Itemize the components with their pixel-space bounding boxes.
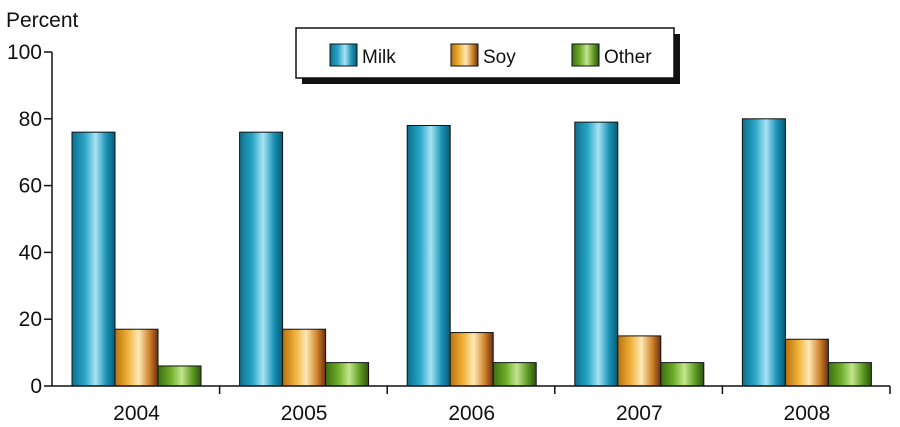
bar-soy-2004 [114, 328, 159, 387]
y-tick-label: 60 [19, 175, 42, 198]
bar-other-2007 [660, 362, 705, 387]
y-tick-label: 100 [7, 41, 42, 64]
x-tick-label: 2008 [784, 402, 831, 425]
x-tick-label: 2004 [113, 402, 160, 425]
legend: Milk Soy Other [295, 27, 680, 84]
y-tick-label: 0 [30, 375, 42, 398]
legend-swatch-other [571, 43, 600, 67]
x-tick-label: 2006 [448, 402, 495, 425]
bar-milk-2008 [741, 118, 786, 387]
bar-other-2005 [325, 362, 370, 387]
y-tick-label: 20 [19, 308, 42, 331]
legend-label-other: Other [604, 47, 652, 68]
bar-soy-2005 [282, 328, 327, 387]
bar-soy-2008 [784, 338, 829, 387]
bar-soy-2007 [617, 335, 662, 387]
legend-swatch-milk [329, 43, 358, 67]
legend-label-milk: Milk [362, 47, 396, 68]
bar-other-2004 [157, 365, 202, 387]
bar-milk-2004 [71, 131, 116, 387]
bar-soy-2006 [449, 332, 494, 387]
bar-milk-2006 [406, 124, 451, 387]
bar-milk-2005 [239, 131, 284, 387]
legend-label-soy: Soy [483, 47, 516, 68]
bars [71, 118, 872, 387]
x-axis-ticks: 2004 2005 2006 2007 2008 [113, 386, 891, 425]
y-axis-ticks: 0 20 40 60 80 100 [7, 41, 52, 398]
x-tick-label: 2007 [616, 402, 663, 425]
y-tick-label: 40 [19, 241, 42, 264]
y-axis-label: Percent [6, 9, 79, 32]
legend-box [295, 27, 675, 79]
bar-milk-2007 [574, 121, 619, 387]
bar-other-2008 [827, 362, 872, 387]
y-tick-label: 80 [19, 108, 42, 131]
legend-swatch-soy [450, 43, 479, 67]
bar-other-2006 [492, 362, 537, 387]
x-tick-label: 2005 [281, 402, 328, 425]
